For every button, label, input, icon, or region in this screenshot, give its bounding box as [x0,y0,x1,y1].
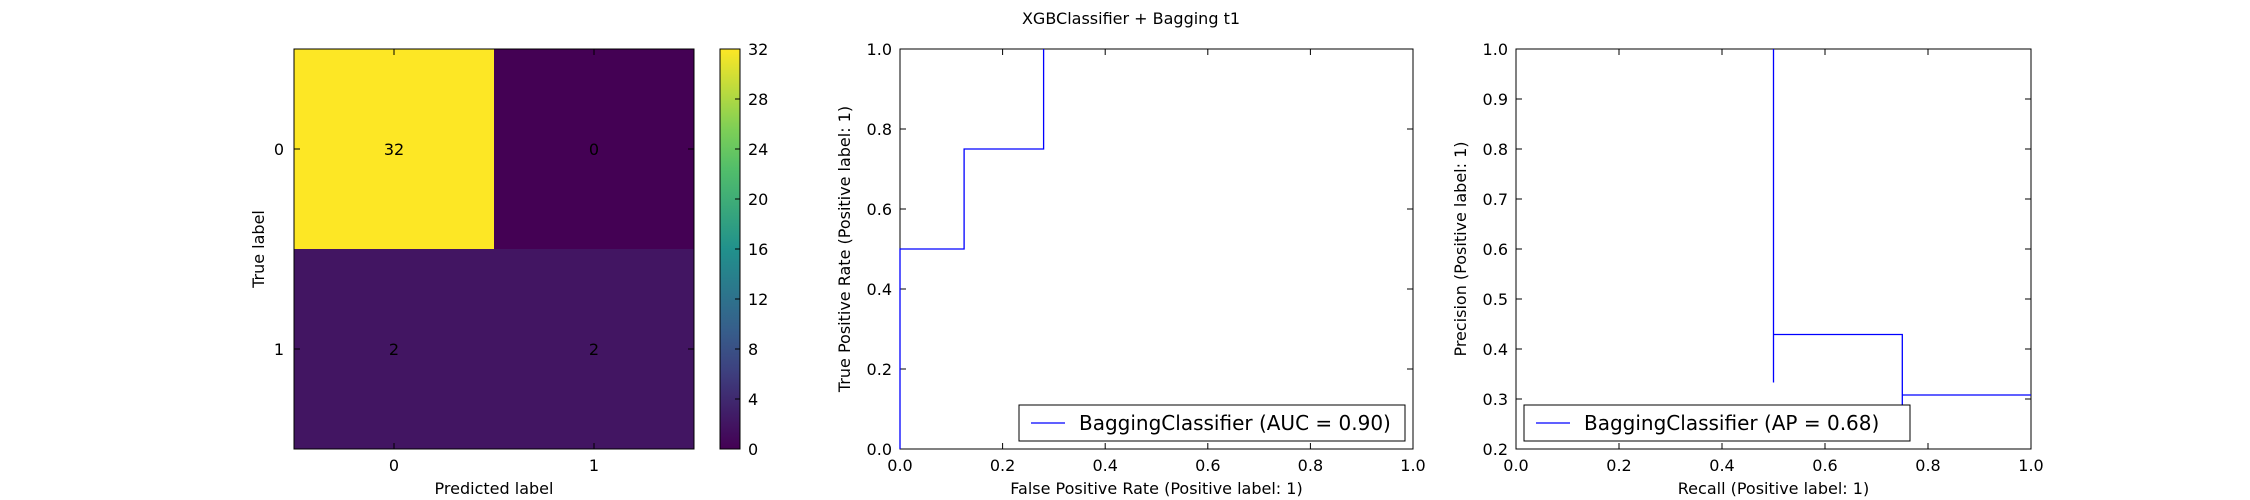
legend-box [1018,404,1406,442]
x-tick-label: 1.0 [1400,456,1425,475]
y-tick-label: 0.7 [1483,190,1508,209]
legend-box [1523,404,1911,442]
x-tick-label: 0.0 [1503,456,1528,475]
figure-title: XGBClassifier + Bagging t1 [1022,9,1240,28]
x-axis-label: Predicted label [435,479,554,498]
x-tick-label: 0.4 [1709,456,1734,475]
y-tick-label: 1.0 [867,40,892,59]
heatmap-frame [293,48,695,450]
colorbar-tick-label: 32 [748,40,768,59]
heatmap-cell [494,249,694,449]
cell-value-label: 2 [589,340,599,359]
heatmap-cell [294,249,494,449]
x-tick-label: 0.4 [1092,456,1117,475]
y-tick-label: 0.8 [1483,140,1508,159]
plot-frame [899,48,1414,450]
x-axis-label: Recall (Positive label: 1) [1678,479,1869,498]
x-tick-label: 0.8 [1915,456,1940,475]
y-tick-label: 0.4 [1483,340,1508,359]
y-tick-label: 0.2 [1483,440,1508,459]
series-line [899,49,1045,449]
colorbar-tick-label: 4 [748,390,758,409]
x-tick-label: 0.6 [1195,456,1220,475]
x-axis-label: False Positive Rate (Positive label: 1) [1010,479,1302,498]
y-tick-label: 0.0 [867,440,892,459]
y-tick-label: 0.8 [867,120,892,139]
series-line [1772,49,2031,424]
cell-value-label: 2 [389,340,399,359]
y-tick-label: 0.6 [867,200,892,219]
x-tick-label: 0.2 [1606,456,1631,475]
x-tick-label: 0 [389,456,399,475]
x-tick-label: 0.6 [1812,456,1837,475]
y-tick-label: 0.5 [1483,290,1508,309]
x-tick-label: 1 [589,456,599,475]
x-tick-label: 1.0 [2018,456,2043,475]
colorbar-tick-label: 12 [748,290,768,309]
y-tick-label: 0.4 [867,280,892,299]
y-axis-label: True label [249,210,268,289]
y-tick-label: 0.2 [867,360,892,379]
y-tick-label: 0.3 [1483,390,1508,409]
colorbar-tick-label: 24 [748,140,768,159]
y-tick-label: 0.6 [1483,240,1508,259]
heatmap-cell [294,49,494,249]
cell-value-label: 32 [384,140,404,159]
y-tick-label: 0.9 [1483,90,1508,109]
y-tick-label: 1.0 [1483,40,1508,59]
x-tick-label: 0.0 [887,456,912,475]
colorbar-tick-label: 28 [748,90,768,109]
colorbar-tick-label: 0 [748,440,758,459]
heatmap-cell [494,49,694,249]
colorbar-tick-label: 20 [748,190,768,209]
y-axis-label: Precision (Positive label: 1) [1451,141,1470,356]
x-tick-label: 0.8 [1298,456,1323,475]
x-tick-label: 0.2 [990,456,1015,475]
y-tick-label: 0 [274,140,284,159]
precision-recall-panel: 0.0 0.2 0.4 0.6 0.8 1.00.20.30.40.50.60.70.80… [1451,40,2044,498]
legend-label: BaggingClassifier (AUC = 0.90) [1079,411,1391,435]
legend-label: BaggingClassifier (AP = 0.68) [1584,411,1879,435]
roc-curve-panel: 0.0 0.2 0.4 0.6 0.8 1.0 0.0 0.2 0.4 0.6 0.8 1.0 Fals… [835,40,1426,498]
colorbar-tick-label: 8 [748,340,758,359]
colorbar-tick-label: 16 [748,240,768,259]
cell-value-label: 0 [589,140,599,159]
y-tick-label: 1 [274,340,284,359]
y-axis-label: True Positive Rate (Positive label: 1) [835,106,854,393]
